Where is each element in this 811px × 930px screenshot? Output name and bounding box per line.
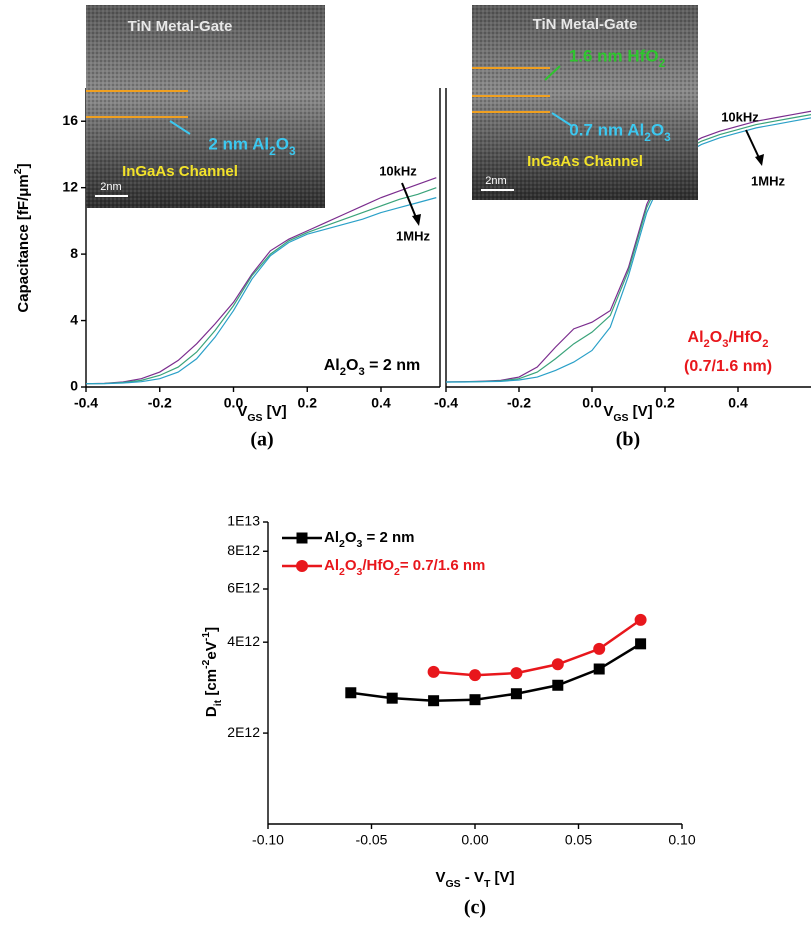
subscript: 3: [357, 538, 363, 550]
subscript: T: [484, 878, 491, 890]
x-tick-label: 0.2: [298, 395, 318, 411]
x-tick-label: 0.00: [461, 832, 488, 848]
inset-b: TiN Metal-Gate 1.6 nm HfO2 0.7 nm Al2O3 …: [472, 5, 698, 200]
subscript: 3: [289, 144, 296, 158]
scale-label: 2nm: [100, 181, 121, 193]
data-line: [86, 188, 436, 384]
y-tick-label: 8E12: [227, 542, 260, 558]
x-tick-label: 0.2: [655, 395, 675, 411]
scale-label: 2nm: [485, 175, 506, 187]
marker: [594, 664, 605, 675]
x-tick-label: -0.10: [252, 832, 284, 848]
x-tick-label: -0.4: [434, 395, 458, 411]
y-tick-label: 8: [70, 245, 78, 261]
subscript: 2: [339, 566, 345, 578]
y-tick-label: 2E12: [227, 724, 260, 740]
subscript: 2: [762, 338, 768, 350]
plot-c: -0.10 -0.05 0.00 0.05 0.10 2E12 4E12 6E12 8E12 1E…: [227, 513, 696, 848]
y-axis-label: Dit [cm-2eV-1]: [200, 627, 224, 717]
subscript: it: [212, 699, 224, 706]
subscript: 3: [722, 338, 728, 350]
y-tick-label: 4: [70, 311, 78, 327]
legend-marker: [297, 533, 308, 544]
marker: [470, 694, 481, 705]
marker: [387, 693, 398, 704]
tem-texture: [472, 5, 698, 200]
y-tick-label: 6E12: [227, 580, 260, 596]
figure: -0.4-0.20.00.20.40481216 -0.4-0.20.00.20…: [0, 0, 811, 930]
marker: [552, 658, 564, 670]
x-axis-label: VGS - VT [V]: [435, 869, 514, 890]
y-axis-label: Capacitance [fF/μm2]: [12, 163, 32, 312]
data-line: [86, 178, 436, 384]
annotation: Al2O3/HfO2: [688, 329, 769, 350]
subscript: 2: [269, 144, 276, 158]
arrow: [746, 130, 760, 160]
y-tick-label: 1E13: [227, 513, 260, 529]
x-tick-label: -0.2: [148, 395, 172, 411]
x-axis-label: VGS [V]: [237, 403, 286, 424]
y-tick-label: 4E12: [227, 633, 260, 649]
annotation: 10kHz: [721, 109, 759, 124]
x-tick-label: 0.05: [565, 832, 592, 848]
subscript: 3: [664, 130, 671, 144]
marker: [593, 643, 605, 655]
marker: [635, 614, 647, 626]
subscript: GS: [613, 412, 628, 424]
arrow-head: [755, 154, 764, 166]
marker: [552, 680, 563, 691]
caption: (a): [250, 429, 273, 451]
inset-label: TiN Metal-Gate: [128, 18, 233, 35]
marker: [635, 638, 646, 649]
caption: (c): [464, 897, 486, 919]
x-tick-label: -0.2: [507, 395, 531, 411]
arrow: [402, 183, 417, 220]
annotation: 1MHz: [396, 228, 430, 243]
annotation: Al2O3 = 2 nm: [324, 357, 421, 378]
inset-a: TiN Metal-Gate 2 nm Al2O3 InGaAs Channel…: [86, 5, 325, 208]
x-tick-label: -0.05: [356, 832, 388, 848]
y-tick-label: 0: [70, 378, 78, 394]
subscript: 2: [340, 366, 346, 378]
subscript: 2: [659, 56, 666, 70]
x-tick-label: 0.4: [371, 395, 391, 411]
subscript: 2: [339, 538, 345, 550]
y-tick-label: 16: [62, 112, 78, 128]
legend-label: Al2O3 = 2 nm: [324, 529, 414, 550]
annotation: 1MHz: [751, 173, 785, 188]
subscript: 3: [358, 366, 364, 378]
inset-label: TiN Metal-Gate: [533, 16, 638, 33]
superscript: -2: [200, 659, 212, 668]
marker: [428, 666, 440, 678]
subscript: 2: [644, 130, 651, 144]
inset-label: InGaAs Channel: [122, 163, 238, 180]
x-tick-label: 0.10: [668, 832, 695, 848]
legend-marker: [296, 560, 308, 572]
x-tick-label: 0.0: [582, 395, 602, 411]
y-tick-label: 12: [62, 178, 78, 194]
x-tick-label: 0.4: [728, 395, 748, 411]
subscript: 2: [394, 566, 400, 578]
subscript: 2: [704, 338, 710, 350]
subscript: 3: [357, 566, 363, 578]
marker: [345, 687, 356, 698]
inset-label: InGaAs Channel: [527, 153, 643, 170]
arrow-head: [412, 214, 421, 226]
annotation: (0.7/1.6 nm): [684, 358, 772, 375]
marker: [511, 688, 522, 699]
marker: [428, 695, 439, 706]
marker: [469, 669, 481, 681]
data-line: [434, 620, 641, 675]
subscript: GS: [445, 878, 460, 890]
legend-label: Al2O3/HfO2= 0.7/1.6 nm: [324, 557, 485, 578]
marker: [510, 667, 522, 679]
caption: (b): [616, 429, 640, 451]
x-axis-label: VGS [V]: [603, 403, 652, 424]
annotation: 10kHz: [379, 163, 417, 178]
data-line: [86, 198, 436, 384]
x-tick-label: -0.4: [74, 395, 98, 411]
superscript: 2: [12, 168, 24, 174]
subscript: GS: [247, 412, 262, 424]
superscript: -1: [200, 632, 212, 641]
